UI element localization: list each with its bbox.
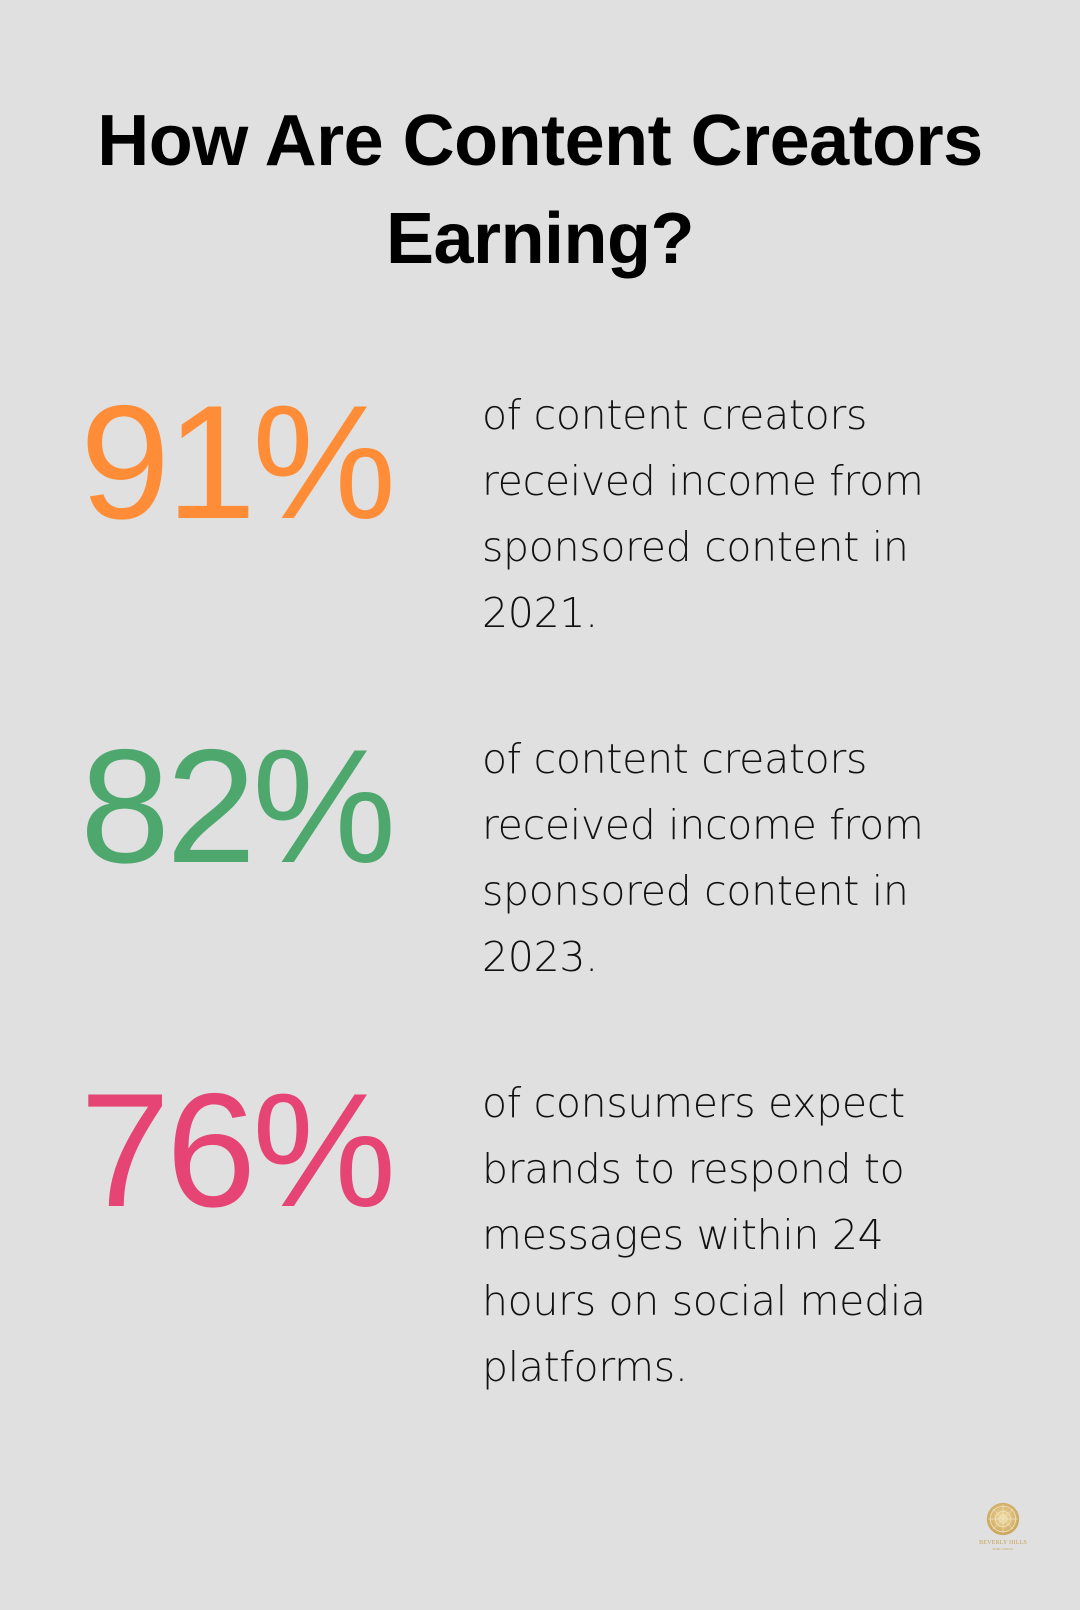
stat-value: 82% bbox=[80, 716, 396, 897]
logo-subtitle: PUBLISHING bbox=[992, 1547, 1014, 1551]
stat-description-line: 2023. bbox=[482, 933, 598, 981]
stat-description: of consumers expect brands to respond to… bbox=[482, 1070, 1002, 1400]
stat-description-line: of content creators bbox=[482, 735, 868, 783]
stat-description-line: 2021. bbox=[482, 589, 598, 637]
stat-description-line: received income from bbox=[482, 801, 924, 849]
stat-description-line: received income from bbox=[482, 457, 924, 505]
ornamental-medallion-icon bbox=[986, 1502, 1020, 1536]
stat-description-line: of content creators bbox=[482, 391, 868, 439]
stat-description: of content creators received income from… bbox=[482, 382, 1002, 646]
stat-description-line: sponsored content in bbox=[482, 523, 909, 571]
stat-description-line: platforms. bbox=[482, 1343, 688, 1391]
title-line-2: Earning? bbox=[385, 199, 695, 279]
stat-value: 76% bbox=[80, 1060, 396, 1241]
stat-description-line: sponsored content in bbox=[482, 867, 909, 915]
page-title: How Are Content Creators Earning? bbox=[0, 92, 1080, 288]
title-line-1: How Are Content Creators bbox=[97, 101, 983, 181]
stat-description-line: hours on social media bbox=[482, 1277, 926, 1325]
stat-description-line: of consumers expect bbox=[482, 1079, 905, 1127]
stat-description-line: brands to respond to bbox=[482, 1145, 905, 1193]
publisher-logo: BEVERLY HILLS PUBLISHING bbox=[978, 1502, 1028, 1551]
stat-description: of content creators received income from… bbox=[482, 726, 1002, 990]
stat-block-1: 91% of content creators received income … bbox=[0, 382, 1080, 712]
stat-block-3: 76% of consumers expect brands to respon… bbox=[0, 1070, 1080, 1400]
logo-name: BEVERLY HILLS bbox=[979, 1540, 1027, 1546]
stat-description-line: messages within 24 bbox=[482, 1211, 884, 1259]
stat-block-2: 82% of content creators received income … bbox=[0, 726, 1080, 1056]
stat-value: 91% bbox=[80, 372, 396, 553]
